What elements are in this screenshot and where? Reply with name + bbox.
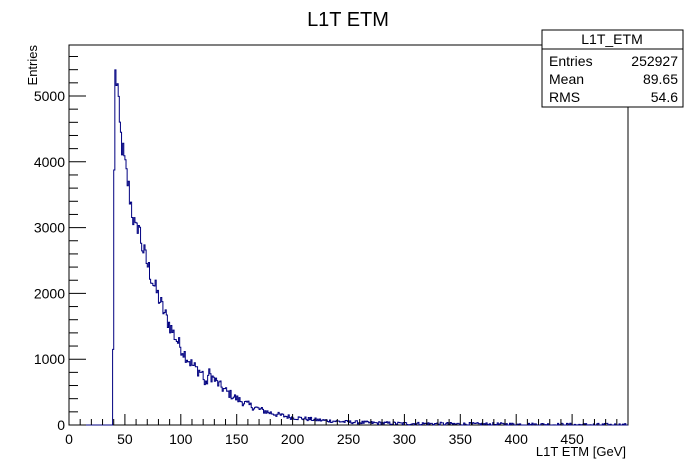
- y-tick-label: 5000: [34, 88, 65, 104]
- x-tick-label: 400: [505, 431, 529, 447]
- x-axis-label: L1T ETM [GeV]: [536, 444, 626, 459]
- x-tick-label: 300: [393, 431, 417, 447]
- chart-title: L1T ETM: [307, 9, 389, 31]
- y-axis-label: Entries: [25, 45, 40, 86]
- x-tick-label: 50: [117, 431, 133, 447]
- x-tick-label: 200: [281, 431, 305, 447]
- histogram-line: [69, 69, 628, 426]
- y-tick-label: 2000: [34, 285, 65, 301]
- y-tick-label: 4000: [34, 154, 65, 170]
- stats-rms-value: 54.6: [651, 89, 678, 105]
- x-tick-label: 150: [225, 431, 249, 447]
- x-tick-label: 0: [65, 431, 73, 447]
- y-tick-label: 0: [57, 417, 65, 433]
- stats-mean-label: Mean: [549, 71, 584, 87]
- y-tick-label: 3000: [34, 220, 65, 236]
- stats-rms-label: RMS: [549, 89, 580, 105]
- x-tick-label: 450: [560, 431, 584, 447]
- x-tick-label: 250: [337, 431, 361, 447]
- stats-entries-label: Entries: [549, 53, 593, 69]
- stats-box: L1T_ETM Entries 252927 Mean 89.65 RMS 54…: [541, 29, 684, 108]
- y-axis-ticks: 0 1000 2000 3000 4000 5000: [34, 56, 86, 433]
- x-tick-label: 100: [169, 431, 193, 447]
- stats-box-frame: [541, 29, 684, 108]
- stats-mean-value: 89.65: [643, 71, 678, 87]
- stats-box-title: L1T_ETM: [581, 31, 642, 47]
- y-tick-label: 1000: [34, 351, 65, 367]
- stats-entries-value: 252927: [631, 53, 678, 69]
- x-tick-label: 350: [449, 431, 473, 447]
- x-axis-ticks: 0 50 100 150 200 250 300 350 400 450: [65, 414, 629, 447]
